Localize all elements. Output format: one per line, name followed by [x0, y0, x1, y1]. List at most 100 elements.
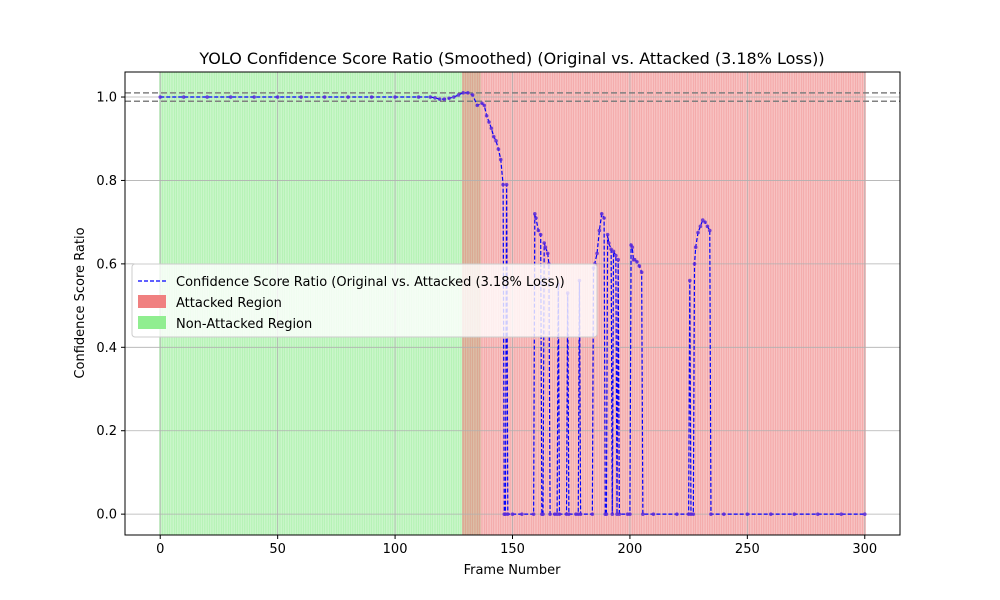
chart-title: YOLO Confidence Score Ratio (Smoothed) (… — [198, 49, 824, 68]
series-point — [451, 95, 456, 99]
series-group — [158, 91, 867, 516]
legend-line-label: Confidence Score Ratio (Original vs. Att… — [176, 275, 565, 290]
series-point — [628, 512, 632, 516]
series-point — [839, 512, 844, 516]
x-tick-label: 0 — [156, 542, 164, 557]
series-point — [475, 103, 480, 108]
series-point — [534, 216, 538, 220]
series-point — [705, 224, 710, 229]
series-point — [698, 224, 703, 229]
series-point — [504, 182, 509, 187]
y-tick-label: 0.4 — [96, 341, 117, 356]
series-point — [637, 264, 642, 268]
series-point — [541, 512, 545, 516]
series-point — [442, 97, 447, 101]
series-point — [696, 230, 700, 235]
series-point — [487, 120, 491, 124]
series-point — [501, 182, 505, 187]
series-point — [491, 134, 496, 139]
series-point — [322, 95, 327, 99]
series-point — [816, 512, 820, 516]
series-point — [393, 95, 397, 99]
series-point — [604, 512, 609, 516]
series-point — [862, 512, 867, 516]
series-point — [433, 96, 437, 100]
series-point — [437, 97, 442, 101]
legend: Confidence Score Ratio (Original vs. Att… — [131, 263, 598, 338]
series-point — [590, 512, 595, 516]
series-point — [688, 278, 692, 283]
series-point — [692, 262, 697, 266]
legend-attacked-swatch — [138, 295, 166, 308]
x-axis-label: Frame Number — [464, 563, 562, 578]
series-point — [609, 247, 613, 252]
series-point — [416, 95, 421, 99]
y-tick-label: 0.0 — [96, 508, 117, 523]
series-point — [635, 259, 639, 264]
series-point — [675, 512, 679, 516]
series-point — [543, 245, 548, 249]
series-point — [542, 241, 547, 245]
y-axis-ticks: 0.0 0.2 0.4 0.6 0.8 1.0 — [96, 91, 125, 523]
y-axis-label: Confidence Score Ratio — [73, 227, 88, 378]
series-point — [545, 251, 550, 256]
series-point — [617, 512, 622, 516]
series-point — [769, 512, 773, 516]
series-point — [228, 95, 233, 99]
x-axis-ticks: 0 50 100 150 200 250 300 — [156, 535, 877, 557]
series-point — [595, 251, 599, 256]
series-point — [470, 93, 475, 97]
series-point — [520, 512, 524, 516]
x-tick-label: 50 — [269, 542, 286, 557]
series-point — [346, 95, 350, 99]
series-point — [531, 512, 536, 516]
series-point — [489, 126, 494, 131]
y-tick-label: 0.8 — [96, 174, 117, 189]
series-point — [533, 212, 537, 216]
series-point — [506, 512, 510, 516]
legend-attacked-label: Attacked Region — [176, 296, 282, 311]
y-tick-label: 0.6 — [96, 257, 117, 272]
series-point — [275, 95, 280, 99]
series-point — [480, 101, 484, 106]
series-point — [181, 95, 186, 99]
series-point — [614, 253, 618, 258]
x-tick-label: 250 — [735, 542, 760, 557]
series-point — [597, 228, 602, 233]
y-tick-label: 0.2 — [96, 424, 117, 439]
reference-lines — [125, 92, 900, 102]
series-point — [557, 512, 562, 516]
series-line — [160, 92, 865, 515]
series-point — [369, 95, 374, 99]
series-point — [722, 512, 726, 516]
series-point — [428, 95, 433, 99]
x-tick-label: 100 — [383, 542, 408, 557]
series-point — [510, 512, 515, 516]
y-tick-label: 1.0 — [96, 91, 117, 106]
series-point — [703, 220, 707, 224]
series-point — [745, 512, 750, 516]
series-point — [599, 212, 604, 216]
series-point — [616, 257, 620, 262]
series-point — [299, 95, 303, 99]
series-point — [707, 228, 712, 233]
legend-box — [131, 263, 598, 338]
series-point — [610, 512, 615, 516]
legend-non-attacked-label: Non-Attacked Region — [176, 317, 312, 332]
series-point — [252, 95, 256, 99]
series-point — [484, 113, 489, 118]
series-point — [792, 512, 797, 516]
series-point — [691, 512, 696, 516]
series-point — [605, 232, 610, 237]
series-point — [548, 512, 552, 516]
series-point — [567, 512, 571, 516]
series-point — [632, 257, 637, 262]
series-point — [709, 512, 713, 516]
x-tick-label: 300 — [852, 542, 877, 557]
series-point — [538, 232, 543, 237]
series-point — [536, 228, 541, 233]
x-tick-label: 150 — [500, 542, 525, 557]
series-point — [498, 157, 503, 162]
series-point — [205, 95, 209, 99]
